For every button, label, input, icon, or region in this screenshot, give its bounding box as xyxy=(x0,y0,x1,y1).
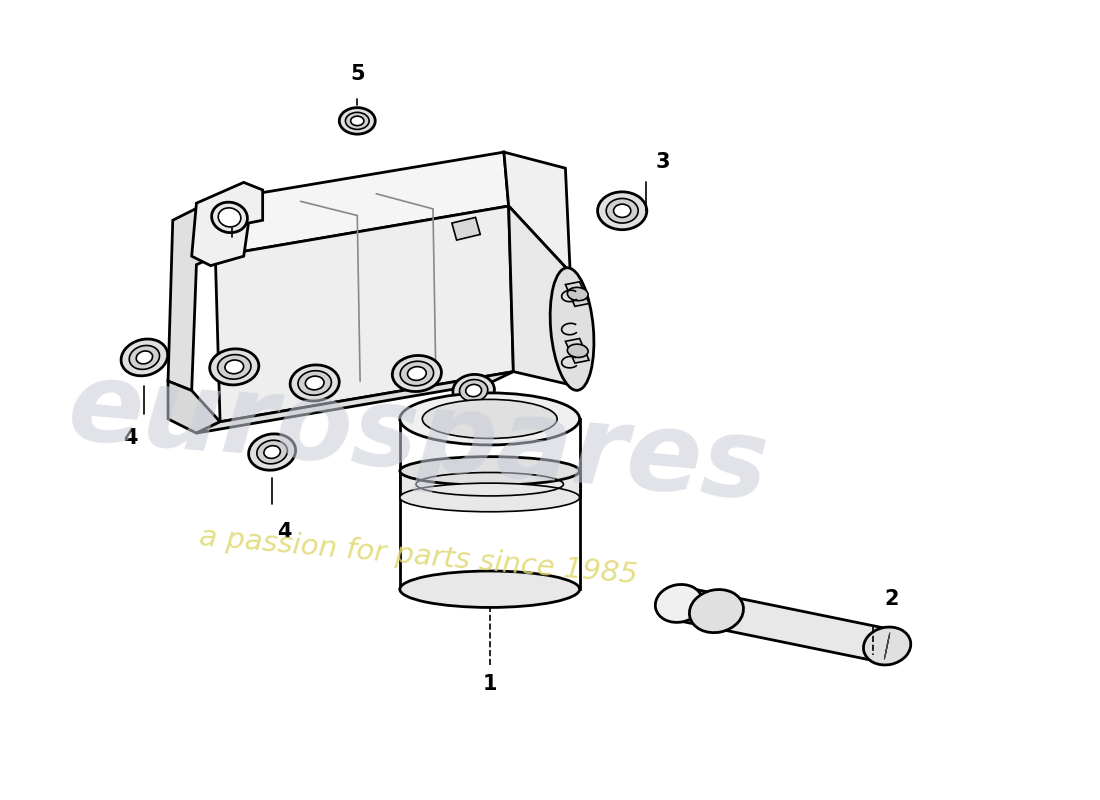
Ellipse shape xyxy=(218,208,241,227)
Ellipse shape xyxy=(264,446,280,458)
Ellipse shape xyxy=(224,360,243,374)
Polygon shape xyxy=(565,282,590,306)
Ellipse shape xyxy=(606,198,638,223)
Ellipse shape xyxy=(351,116,364,126)
Polygon shape xyxy=(508,206,575,386)
Ellipse shape xyxy=(393,355,441,391)
Ellipse shape xyxy=(690,590,744,633)
Text: eurospares: eurospares xyxy=(64,354,773,522)
Ellipse shape xyxy=(129,346,160,370)
Polygon shape xyxy=(565,338,590,363)
Ellipse shape xyxy=(550,268,594,390)
Polygon shape xyxy=(399,471,580,498)
Ellipse shape xyxy=(290,365,339,401)
Ellipse shape xyxy=(339,108,375,134)
Text: 3: 3 xyxy=(656,151,670,171)
Text: a passion for parts since 1985: a passion for parts since 1985 xyxy=(198,523,639,590)
Polygon shape xyxy=(168,381,220,433)
Polygon shape xyxy=(197,372,514,433)
Ellipse shape xyxy=(211,202,248,233)
Ellipse shape xyxy=(422,399,557,438)
Ellipse shape xyxy=(399,393,580,445)
Ellipse shape xyxy=(614,204,630,218)
Ellipse shape xyxy=(256,440,287,464)
Ellipse shape xyxy=(399,457,580,486)
Ellipse shape xyxy=(460,379,487,402)
Polygon shape xyxy=(210,152,508,256)
Ellipse shape xyxy=(568,287,588,301)
Ellipse shape xyxy=(210,349,258,385)
Ellipse shape xyxy=(597,192,647,230)
Polygon shape xyxy=(216,206,514,422)
Ellipse shape xyxy=(249,434,296,470)
Text: 4: 4 xyxy=(277,522,292,542)
Ellipse shape xyxy=(453,374,494,406)
Ellipse shape xyxy=(218,354,251,379)
Text: 1: 1 xyxy=(483,674,497,694)
Polygon shape xyxy=(399,419,580,590)
Polygon shape xyxy=(504,152,570,272)
Ellipse shape xyxy=(407,366,426,380)
Ellipse shape xyxy=(306,376,324,390)
Ellipse shape xyxy=(399,571,580,607)
Ellipse shape xyxy=(465,385,482,397)
Text: 4: 4 xyxy=(123,428,138,448)
Polygon shape xyxy=(168,202,216,390)
Polygon shape xyxy=(191,182,263,266)
Ellipse shape xyxy=(345,112,370,130)
Ellipse shape xyxy=(568,344,588,358)
Ellipse shape xyxy=(399,483,580,512)
Text: 5: 5 xyxy=(350,63,364,83)
Ellipse shape xyxy=(298,370,331,395)
Polygon shape xyxy=(675,586,891,662)
Text: 2: 2 xyxy=(884,589,899,609)
Ellipse shape xyxy=(864,627,911,665)
Ellipse shape xyxy=(121,339,167,376)
Ellipse shape xyxy=(400,362,433,386)
Ellipse shape xyxy=(136,351,153,364)
Polygon shape xyxy=(452,218,481,240)
Ellipse shape xyxy=(656,585,703,622)
